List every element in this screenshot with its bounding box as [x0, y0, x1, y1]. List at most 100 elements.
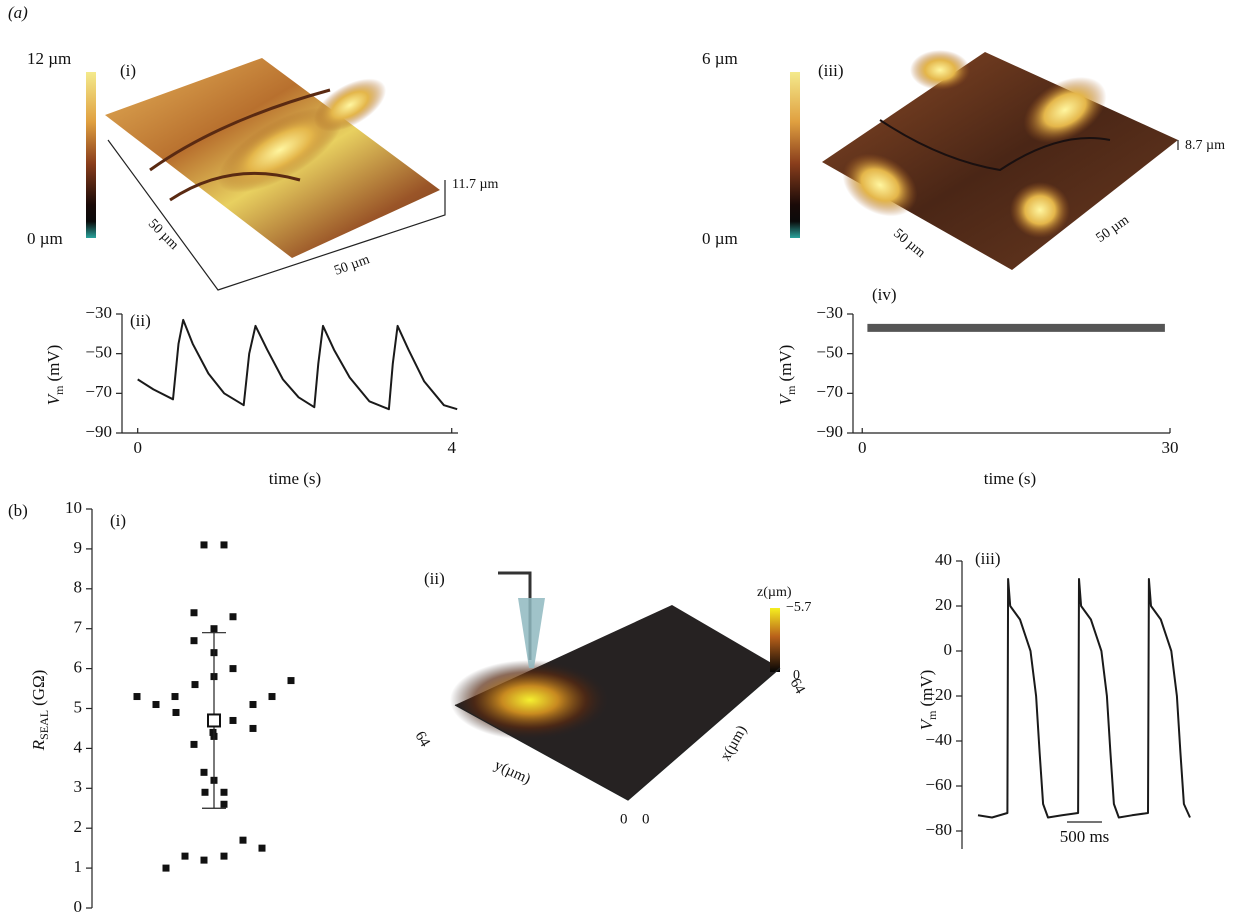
- y-axis-title: Vm(mV): [776, 345, 798, 406]
- colorbar: [86, 72, 96, 238]
- data-point: [269, 693, 276, 700]
- y-tick-label: −30: [816, 303, 843, 322]
- image-label: (i): [120, 61, 136, 80]
- data-point: [221, 789, 228, 796]
- data-point: [182, 853, 189, 860]
- data-point: [172, 693, 179, 700]
- y-title-unit: (mV): [44, 345, 63, 382]
- y-tick-label: −70: [816, 382, 843, 401]
- data-point: [173, 709, 180, 716]
- chart-label: (iv): [872, 285, 897, 304]
- data-point: [201, 769, 208, 776]
- y-title-unit: (mV): [917, 670, 936, 707]
- extent-label: 50 µm: [1094, 213, 1133, 246]
- data-point: [259, 845, 266, 852]
- y-title-subscript: m: [784, 385, 798, 395]
- extent-label: 50 µm: [145, 216, 181, 252]
- data-point: [250, 725, 257, 732]
- colorbar-title: z(µm): [757, 585, 792, 600]
- y-tick-label: 7: [74, 618, 83, 637]
- axis-max: 64: [787, 676, 809, 697]
- y-title-unit: (GΩ): [29, 670, 48, 706]
- surface-highlight: [450, 660, 610, 740]
- z-extent: 8.7 µm: [1185, 138, 1225, 153]
- y-tick-label: 0: [74, 897, 83, 913]
- surface-image: [86, 58, 445, 290]
- y-tick-label: −80: [925, 820, 952, 839]
- data-point: [134, 693, 141, 700]
- y-tick-label: −90: [85, 422, 112, 441]
- axis-title: y(µm): [492, 757, 533, 787]
- surface-highlight: [1010, 182, 1070, 238]
- y-title-symbol: R: [29, 739, 48, 751]
- chart-label: (iii): [975, 549, 1001, 568]
- y-title-subscript: m: [52, 385, 66, 395]
- data-point: [201, 857, 208, 864]
- axis-title: x(µm): [718, 723, 751, 764]
- data-point: [163, 865, 170, 872]
- figure: (a) (b) 12 µm 0 µm (i) 11.7 µm 50 µm 50 …: [0, 0, 1237, 913]
- y-axis-title: Vm(mV): [917, 670, 939, 731]
- y-tick-label: 10: [65, 498, 82, 517]
- colorbar-min: 0 µm: [702, 229, 738, 248]
- data-point: [202, 789, 209, 796]
- extent-label: 50 µm: [332, 252, 371, 279]
- colorbar-max: 6 µm: [702, 49, 738, 68]
- panel-label: (a): [8, 3, 28, 22]
- trace: [978, 579, 1190, 818]
- axis-min: 0: [642, 811, 650, 827]
- y-tick-label: −70: [85, 382, 112, 401]
- x-tick-label: 4: [447, 438, 456, 457]
- y-axis-title: Vm(mV): [44, 345, 66, 406]
- y-tick-label: 0: [944, 640, 953, 659]
- x-tick-label: 30: [1162, 438, 1179, 457]
- pipette: [518, 598, 545, 668]
- page: (a) (b) 12 µm 0 µm (i) 11.7 µm 50 µm 50 …: [0, 0, 1237, 913]
- trace: [138, 320, 458, 409]
- y-tick-label: 2: [74, 817, 83, 836]
- z-extent: 11.7 µm: [452, 177, 499, 192]
- chart-label: (ii): [130, 311, 151, 330]
- image-label: (ii): [424, 569, 445, 588]
- colorbar-max: 12 µm: [27, 49, 71, 68]
- y-tick-label: −90: [816, 422, 843, 441]
- y-tick-label: 1: [74, 857, 83, 876]
- panel-label: (b): [8, 501, 28, 520]
- image-label: (iii): [818, 61, 844, 80]
- surface-highlight: [910, 50, 970, 90]
- surface-image: [790, 50, 1178, 270]
- colorbar: [770, 608, 780, 672]
- y-tick-label: 5: [74, 697, 83, 716]
- chart-label: (i): [110, 511, 126, 530]
- scale-bar-label: 500 ms: [1060, 827, 1110, 846]
- data-point: [191, 741, 198, 748]
- y-title-subscript: SEAL: [37, 710, 51, 740]
- data-point: [221, 541, 228, 548]
- data-point: [153, 701, 160, 708]
- colorbar-min: 0 µm: [27, 229, 63, 248]
- y-tick-label: 3: [74, 777, 83, 796]
- x-tick-label: 0: [858, 438, 867, 457]
- data-point: [230, 665, 237, 672]
- x-axis-title: time (s): [269, 469, 321, 488]
- data-point: [230, 717, 237, 724]
- data-point: [288, 677, 295, 684]
- data-point: [221, 853, 228, 860]
- data-point: [211, 625, 218, 632]
- mean-marker: [208, 714, 220, 726]
- y-tick-label: −60: [925, 775, 952, 794]
- colorbar-max: −5.7: [786, 600, 811, 615]
- y-tick-label: 4: [74, 737, 83, 756]
- axis-min: 0: [620, 811, 628, 827]
- data-point: [192, 681, 199, 688]
- data-point: [191, 609, 198, 616]
- y-title-unit: (mV): [776, 345, 795, 382]
- y-tick-label: −50: [816, 343, 843, 362]
- data-point: [221, 801, 228, 808]
- chart: 012345678910(i)RSEAL(GΩ): [29, 498, 295, 913]
- colorbar: [790, 72, 800, 238]
- y-tick-label: 6: [74, 658, 83, 677]
